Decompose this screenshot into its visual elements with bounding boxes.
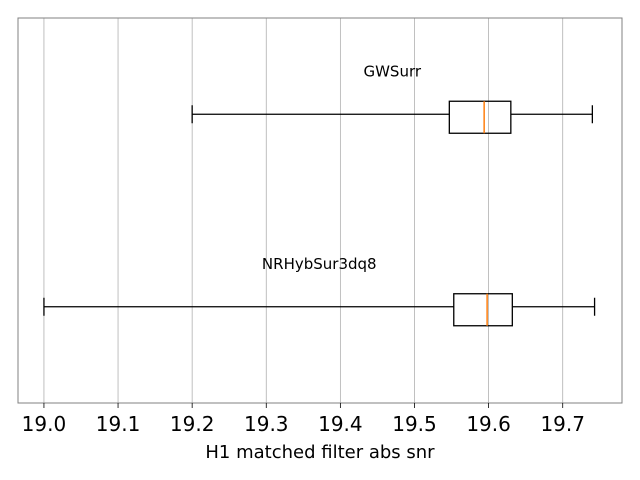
x-tick-label: 19.5 [392, 412, 437, 436]
x-tick-label: 19.4 [318, 412, 363, 436]
x-tick-label: 19.7 [540, 412, 585, 436]
boxes: GWSurr NRHybSur3dq8 [43, 62, 596, 327]
x-ticks: 19.0 19.1 19.2 19.3 19.4 19.5 19.6 19.7 [22, 403, 585, 436]
series-label: NRHybSur3dq8 [262, 255, 377, 273]
x-axis-label: H1 matched filter abs snr [205, 442, 435, 463]
x-tick-label: 19.2 [170, 412, 215, 436]
x-tick-label: 19.6 [466, 412, 511, 436]
box-gwsurr: GWSurr [191, 62, 594, 134]
box-nrhybsur3dq8: NRHybSur3dq8 [43, 255, 596, 327]
x-tick-label: 19.3 [244, 412, 289, 436]
plot-frame [17, 17, 623, 404]
series-label: GWSurr [363, 62, 421, 80]
x-tick-label: 19.1 [96, 412, 141, 436]
box-iqr [448, 100, 512, 134]
grid [43, 18, 564, 403]
box-iqr [453, 293, 513, 327]
x-tick-label: 19.0 [22, 412, 67, 436]
